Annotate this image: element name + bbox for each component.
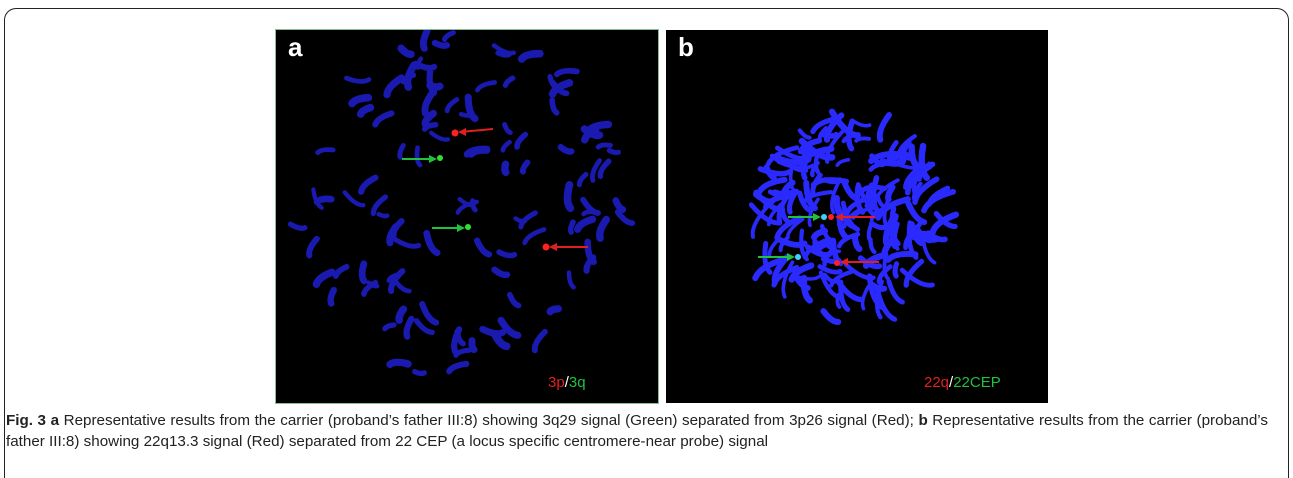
chromosome — [379, 214, 388, 216]
chromosome — [598, 145, 610, 147]
chromosome — [505, 164, 506, 172]
chromosome — [825, 180, 838, 182]
chromosome — [584, 212, 595, 214]
figure-label: Fig. 3 — [6, 412, 46, 429]
probe-red: 3p — [548, 374, 565, 391]
fish-image-b: b 22q/22CEP — [666, 30, 1048, 403]
part-label: a — [51, 412, 59, 429]
fish-image-a: a 3p/3q — [276, 30, 658, 403]
probe-red: 22q — [924, 374, 949, 391]
panel-label: a — [288, 32, 303, 62]
chromosome — [567, 185, 570, 208]
chromosome — [571, 222, 573, 232]
chromosome — [399, 309, 403, 320]
chromosome — [423, 31, 427, 48]
probe-label: 22q/22CEP — [924, 374, 1001, 391]
part-label: b — [918, 412, 927, 429]
chromosome — [415, 372, 425, 374]
chromosome — [331, 290, 334, 303]
chromosome — [362, 264, 364, 281]
chromosome — [609, 151, 618, 153]
part-text: Representative results from the carrier … — [59, 412, 918, 429]
chromosome — [816, 152, 818, 172]
chromosome — [498, 53, 510, 55]
probe-green: 3q — [569, 374, 586, 391]
chromosome — [317, 199, 331, 202]
chromosome — [550, 309, 558, 312]
chromosome — [895, 264, 897, 276]
chromosome — [849, 121, 852, 148]
probe-green: 22CEP — [953, 374, 1001, 391]
chromosome — [471, 150, 487, 154]
panel-label: b — [678, 32, 694, 62]
chromosome — [892, 216, 896, 246]
figure-caption: Fig. 3 a Representative results from the… — [6, 410, 1268, 452]
chromosome — [435, 43, 447, 46]
chromosome — [499, 252, 514, 255]
probe-label: 3p/3q — [548, 374, 586, 391]
chromosome — [472, 341, 474, 350]
chromosome — [390, 362, 408, 364]
